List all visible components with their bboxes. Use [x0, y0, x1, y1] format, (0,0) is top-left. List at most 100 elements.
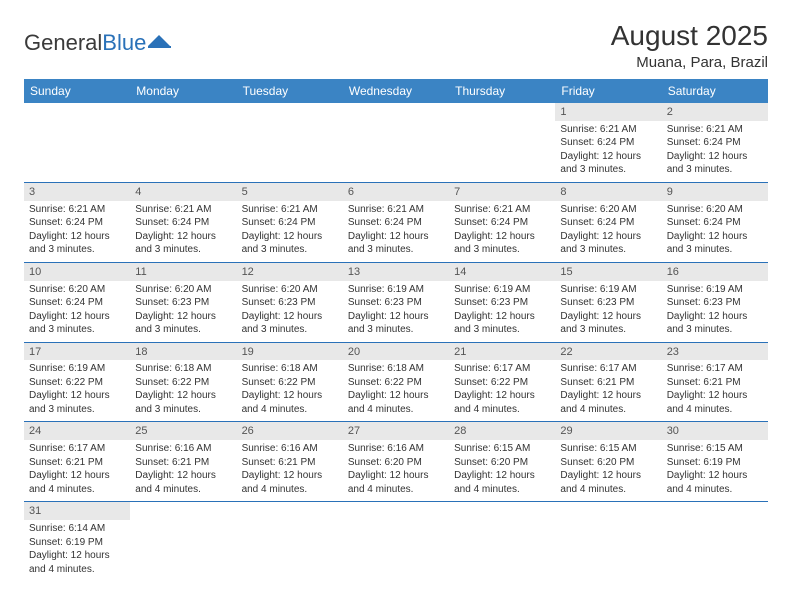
- day-number: 30: [662, 422, 768, 440]
- sunrise-line: Sunrise: 6:19 AM: [29, 362, 125, 376]
- sunset-line: Sunset: 6:22 PM: [242, 376, 338, 390]
- daylight-line: Daylight: 12 hours and 3 minutes.: [560, 230, 656, 257]
- sunrise-line: Sunrise: 6:17 AM: [454, 362, 550, 376]
- sunrise-line: Sunrise: 6:17 AM: [29, 442, 125, 456]
- sunset-line: Sunset: 6:22 PM: [29, 376, 125, 390]
- day-number: 24: [24, 422, 130, 440]
- logo-text: GeneralBlue: [24, 30, 146, 56]
- calendar-header: SundayMondayTuesdayWednesdayThursdayFrid…: [24, 79, 768, 103]
- daylight-line: Daylight: 12 hours and 4 minutes.: [242, 389, 338, 416]
- flag-icon: [148, 32, 174, 55]
- day-number: 31: [24, 502, 130, 520]
- sunrise-line: Sunrise: 6:18 AM: [242, 362, 338, 376]
- sunrise-line: Sunrise: 6:16 AM: [242, 442, 338, 456]
- day-number: 13: [343, 263, 449, 281]
- weekday-header: Monday: [130, 79, 236, 103]
- daylight-line: Daylight: 12 hours and 4 minutes.: [29, 549, 125, 576]
- daylight-line: Daylight: 12 hours and 3 minutes.: [135, 310, 231, 337]
- calendar-cell: 22Sunrise: 6:17 AMSunset: 6:21 PMDayligh…: [555, 342, 661, 422]
- day-number: 6: [343, 183, 449, 201]
- day-number: 3: [24, 183, 130, 201]
- sunset-line: Sunset: 6:21 PM: [29, 456, 125, 470]
- calendar-cell: 11 Sunrise: 6:20 AMSunset: 6:23 PMDayligh…: [130, 262, 236, 342]
- sunset-line: Sunset: 6:21 PM: [135, 456, 231, 470]
- sunrise-line: Sunrise: 6:21 AM: [135, 203, 231, 217]
- calendar-cell: 21Sunrise: 6:17 AMSunset: 6:22 PMDayligh…: [449, 342, 555, 422]
- calendar-cell: 3Sunrise: 6:21 AMSunset: 6:24 PMDaylight…: [24, 182, 130, 262]
- sunset-line: Sunset: 6:24 PM: [29, 296, 125, 310]
- calendar-cell: 26Sunrise: 6:16 AMSunset: 6:21 PMDayligh…: [237, 422, 343, 502]
- daylight-line: Daylight: 12 hours and 4 minutes.: [667, 469, 763, 496]
- daylight-line: Daylight: 12 hours and 3 minutes.: [135, 389, 231, 416]
- day-number: 14: [449, 263, 555, 281]
- day-number: 29: [555, 422, 661, 440]
- calendar-cell: 15Sunrise: 6:19 AMSunset: 6:23 PMDayligh…: [555, 262, 661, 342]
- sunrise-line: Sunrise: 6:15 AM: [454, 442, 550, 456]
- calendar-cell: 24 Sunrise: 6:17 AMSunset: 6:21 PMDayligh…: [24, 422, 130, 502]
- calendar-cell: [555, 502, 661, 581]
- calendar-cell: 6Sunrise: 6:21 AMSunset: 6:24 PMDaylight…: [343, 182, 449, 262]
- sunset-line: Sunset: 6:20 PM: [348, 456, 444, 470]
- logo: GeneralBlue: [24, 30, 174, 56]
- weekday-header: Sunday: [24, 79, 130, 103]
- sunset-line: Sunset: 6:24 PM: [348, 216, 444, 230]
- daylight-line: Daylight: 12 hours and 3 minutes.: [560, 150, 656, 177]
- sunset-line: Sunset: 6:21 PM: [667, 376, 763, 390]
- sunrise-line: Sunrise: 6:21 AM: [667, 123, 763, 137]
- sunrise-line: Sunrise: 6:20 AM: [667, 203, 763, 217]
- header: GeneralBlue August 2025 Muana, Para, Bra…: [24, 20, 768, 71]
- daylight-line: Daylight: 12 hours and 3 minutes.: [454, 310, 550, 337]
- sunrise-line: Sunrise: 6:21 AM: [454, 203, 550, 217]
- sunrise-line: Sunrise: 6:17 AM: [667, 362, 763, 376]
- day-number: 11: [130, 263, 236, 281]
- day-number: 27: [343, 422, 449, 440]
- day-number: 2: [662, 103, 768, 121]
- sunrise-line: Sunrise: 6:20 AM: [135, 283, 231, 297]
- daylight-line: Daylight: 12 hours and 4 minutes.: [560, 469, 656, 496]
- day-number: 17: [24, 343, 130, 361]
- calendar-cell: [343, 502, 449, 581]
- daylight-line: Daylight: 12 hours and 3 minutes.: [29, 310, 125, 337]
- sunset-line: Sunset: 6:22 PM: [348, 376, 444, 390]
- sunset-line: Sunset: 6:22 PM: [135, 376, 231, 390]
- day-number: 5: [237, 183, 343, 201]
- daylight-line: Daylight: 12 hours and 4 minutes.: [348, 469, 444, 496]
- calendar-cell: 20Sunrise: 6:18 AMSunset: 6:22 PMDayligh…: [343, 342, 449, 422]
- calendar-cell: 9Sunrise: 6:20 AMSunset: 6:24 PMDaylight…: [662, 182, 768, 262]
- sunset-line: Sunset: 6:23 PM: [135, 296, 231, 310]
- sunset-line: Sunset: 6:23 PM: [454, 296, 550, 310]
- calendar-cell: 31 Sunrise: 6:14 AMSunset: 6:19 PMDayligh…: [24, 502, 130, 581]
- daylight-line: Daylight: 12 hours and 4 minutes.: [29, 469, 125, 496]
- sunrise-line: Sunrise: 6:14 AM: [29, 522, 125, 536]
- sunrise-line: Sunrise: 6:17 AM: [560, 362, 656, 376]
- sunset-line: Sunset: 6:24 PM: [667, 216, 763, 230]
- calendar-cell: 13Sunrise: 6:19 AMSunset: 6:23 PMDayligh…: [343, 262, 449, 342]
- sunrise-line: Sunrise: 6:15 AM: [667, 442, 763, 456]
- daylight-line: Daylight: 12 hours and 3 minutes.: [29, 389, 125, 416]
- day-number: 26: [237, 422, 343, 440]
- sunset-line: Sunset: 6:23 PM: [242, 296, 338, 310]
- daylight-line: Daylight: 12 hours and 4 minutes.: [135, 469, 231, 496]
- calendar-cell: [130, 103, 236, 182]
- calendar-body: 1Sunrise: 6:21 AMSunset: 6:24 PMDaylight…: [24, 103, 768, 581]
- calendar-cell: 4Sunrise: 6:21 AMSunset: 6:24 PMDaylight…: [130, 182, 236, 262]
- month-title: August 2025: [611, 20, 768, 52]
- calendar-cell: 29 Sunrise: 6:15 AMSunset: 6:20 PMDayligh…: [555, 422, 661, 502]
- day-number: 18: [130, 343, 236, 361]
- daylight-line: Daylight: 12 hours and 3 minutes.: [242, 310, 338, 337]
- day-number: 20: [343, 343, 449, 361]
- calendar-cell: 19Sunrise: 6:18 AMSunset: 6:22 PMDayligh…: [237, 342, 343, 422]
- calendar-cell: [449, 502, 555, 581]
- sunset-line: Sunset: 6:19 PM: [29, 536, 125, 550]
- sunrise-line: Sunrise: 6:16 AM: [135, 442, 231, 456]
- sunset-line: Sunset: 6:20 PM: [560, 456, 656, 470]
- weekday-header: Tuesday: [237, 79, 343, 103]
- day-number: 21: [449, 343, 555, 361]
- sunrise-line: Sunrise: 6:19 AM: [560, 283, 656, 297]
- calendar-cell: [343, 103, 449, 182]
- sunrise-line: Sunrise: 6:15 AM: [560, 442, 656, 456]
- daylight-line: Daylight: 12 hours and 4 minutes.: [348, 389, 444, 416]
- calendar-cell: 8Sunrise: 6:20 AMSunset: 6:24 PMDaylight…: [555, 182, 661, 262]
- calendar-cell: [130, 502, 236, 581]
- sunset-line: Sunset: 6:24 PM: [560, 136, 656, 150]
